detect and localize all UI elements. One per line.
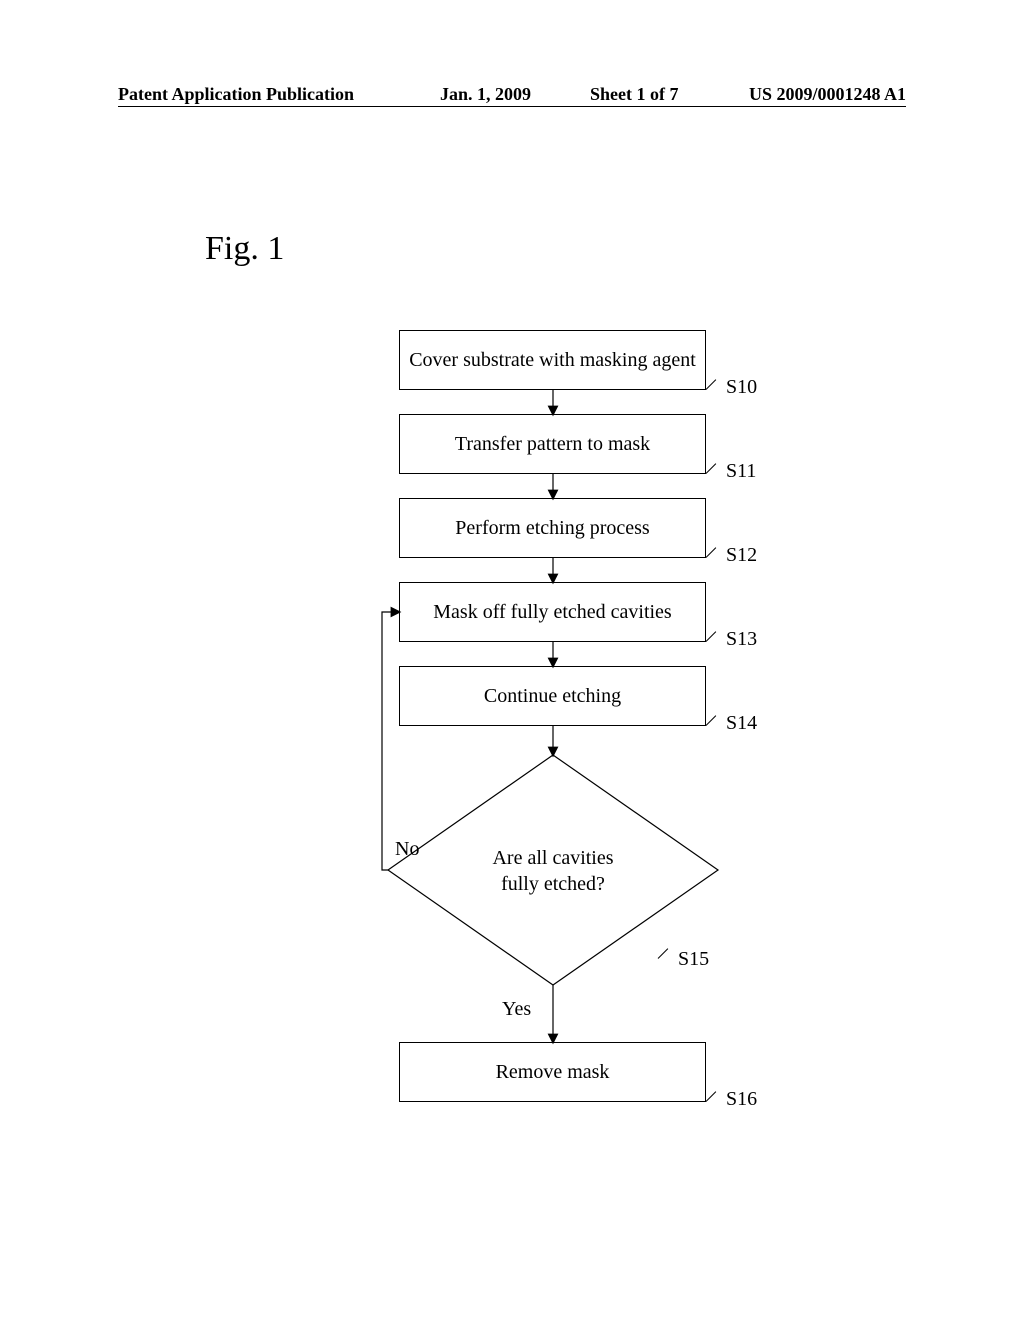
flowchart-connectors (0, 0, 1024, 1320)
flow-step-text: Perform etching process (455, 516, 649, 541)
decision-text-line1: Are all cavities (492, 847, 613, 869)
page: Patent Application Publication Jan. 1, 2… (0, 0, 1024, 1320)
flow-step-s14: Continue etching (399, 666, 706, 726)
step-label-s13: S13 (726, 628, 757, 651)
flow-step-s11: Transfer pattern to mask (399, 414, 706, 474)
edge-label-no: No (395, 838, 419, 861)
decision-text: Are all cavities fully etched? (460, 845, 646, 897)
edge-label-yes: Yes (502, 998, 531, 1021)
label-tick (706, 379, 717, 390)
flow-step-s13: Mask off fully etched cavities (399, 582, 706, 642)
header-rule (118, 106, 906, 107)
step-label-s12: S12 (726, 544, 757, 567)
header-publication-type: Patent Application Publication (118, 84, 354, 105)
flow-step-text: Continue etching (484, 684, 621, 709)
step-label-s14: S14 (726, 712, 757, 735)
label-tick (706, 463, 717, 474)
header-date: Jan. 1, 2009 (440, 84, 531, 105)
step-label-s16: S16 (726, 1088, 757, 1111)
flow-step-text: Mask off fully etched cavities (433, 600, 671, 625)
decision-text-line2: fully etched? (501, 873, 605, 895)
flow-step-text: Cover substrate with masking agent (409, 348, 696, 373)
label-tick (706, 715, 717, 726)
step-label-s10: S10 (726, 376, 757, 399)
figure-label: Fig. 1 (205, 230, 284, 268)
flow-step-s16: Remove mask (399, 1042, 706, 1102)
header-publication-number: US 2009/0001248 A1 (749, 84, 906, 105)
label-tick (658, 948, 669, 959)
label-tick (706, 1091, 717, 1102)
label-tick (706, 631, 717, 642)
flow-step-text: Transfer pattern to mask (455, 432, 650, 457)
flow-step-text: Remove mask (496, 1060, 610, 1085)
flow-step-s12: Perform etching process (399, 498, 706, 558)
step-label-s11: S11 (726, 460, 756, 483)
step-label-s15: S15 (678, 948, 709, 971)
label-tick (706, 547, 717, 558)
flow-step-s10: Cover substrate with masking agent (399, 330, 706, 390)
header-sheet: Sheet 1 of 7 (590, 84, 679, 105)
